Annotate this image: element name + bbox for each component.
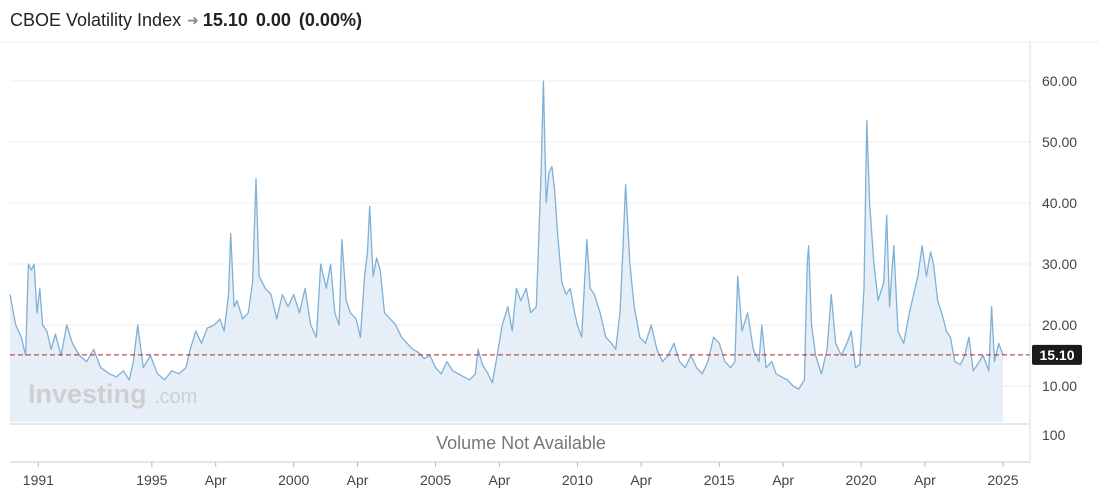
x-tick-label: 2025 xyxy=(987,472,1018,488)
current-price-badge xyxy=(1032,344,1082,365)
series-line xyxy=(9,80,1004,390)
x-tick-label: Apr xyxy=(772,472,794,488)
x-tick-label: 2000 xyxy=(278,472,309,488)
volume-axis-label: 100 xyxy=(1042,427,1066,443)
y-axis: 60.00 50.00 40.00 30.00 20.00 10.00 xyxy=(1042,73,1077,394)
y-tick-label: 60.00 xyxy=(1042,73,1077,89)
x-tick-label: 2015 xyxy=(704,472,735,488)
price-change: 0.00 xyxy=(255,9,291,30)
y-tick-label: 50.00 xyxy=(1042,134,1077,150)
y-tick-label: 30.00 xyxy=(1042,256,1077,272)
instrument-title: CBOE Volatility Index xyxy=(10,9,182,30)
x-axis: 1991 1995 Apr 2000 Apr 2005 Apr 2010 Apr 2015 Apr 2… xyxy=(23,462,1019,488)
current-price-label: 15.10 xyxy=(1039,347,1074,363)
watermark-suffix: .com xyxy=(154,386,197,408)
price-layer: 15.10 xyxy=(10,344,1082,365)
x-tick-label: 2005 xyxy=(420,472,451,488)
series-layer xyxy=(9,80,1004,422)
x-tick-label: Apr xyxy=(914,472,936,488)
x-tick-label: Apr xyxy=(630,472,652,488)
x-tick-label: Apr xyxy=(488,472,510,488)
right-arrow-icon: ➜ xyxy=(187,11,199,28)
x-tick-label: Apr xyxy=(347,472,369,488)
last-price: 15.10 xyxy=(202,9,248,30)
series-area xyxy=(10,81,1003,422)
y-tick-label: 10.00 xyxy=(1042,378,1077,394)
volume-not-available-text: Volume Not Available xyxy=(436,433,606,453)
investing-watermark: Investing .com xyxy=(28,379,197,409)
watermark-brand: Investing xyxy=(28,379,147,409)
x-tick-label: 1991 xyxy=(23,472,54,488)
y-tick-label: 40.00 xyxy=(1042,195,1077,211)
x-tick-label: 2010 xyxy=(562,472,593,488)
x-tick-label: Apr xyxy=(205,472,227,488)
price-change-percent: (0.00%) xyxy=(298,9,362,30)
x-tick-label: 2020 xyxy=(846,472,877,488)
y-tick-label: 20.00 xyxy=(1042,317,1077,333)
chart-header: CBOE Volatility Index ➜ 15.10 0.00 (0.00… xyxy=(10,8,362,32)
x-tick-label: 1995 xyxy=(136,472,167,488)
